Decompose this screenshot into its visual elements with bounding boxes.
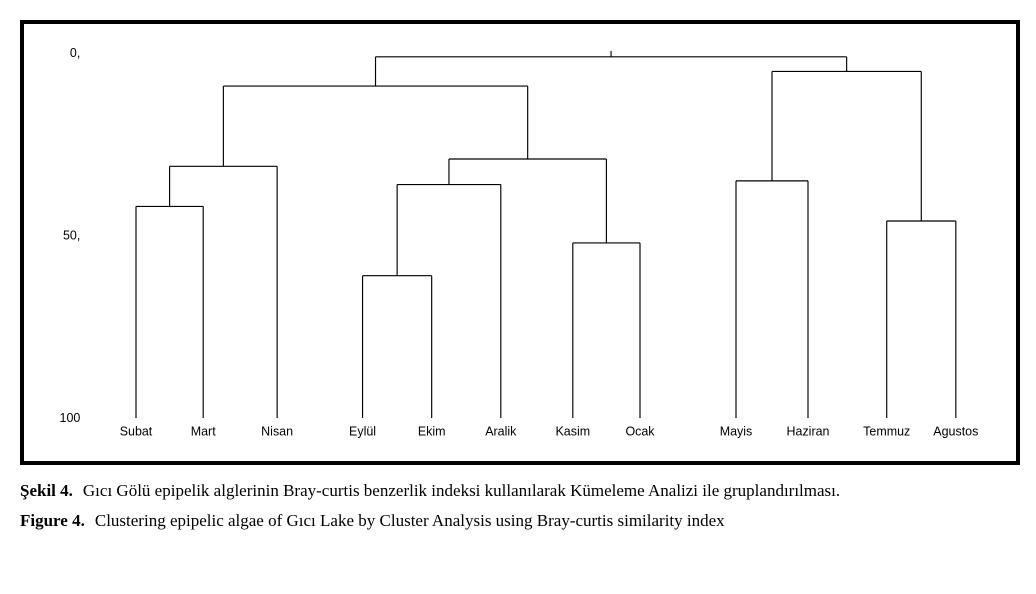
y-tick-label: 50,	[63, 228, 80, 242]
leaf-label: Ocak	[625, 424, 655, 438]
caption-block: Şekil 4. Gıcı Gölü epipelik alglerinin B…	[20, 479, 1020, 534]
leaf-label: Mayis	[720, 424, 753, 438]
y-tick-label: 100	[60, 411, 81, 425]
leaf-label: Aralik	[485, 424, 517, 438]
leaf-label: Nisan	[261, 424, 293, 438]
caption-english: Figure 4. Clustering epipelic algae of G…	[20, 509, 1020, 534]
leaf-label: Mart	[191, 424, 216, 438]
leaf-label: Eylül	[349, 424, 376, 438]
caption-en-label: Figure 4.	[20, 509, 95, 534]
caption-tr-text: Gıcı Gölü epipelik alglerinin Bray-curti…	[83, 479, 1020, 504]
leaf-label: Temmuz	[863, 424, 910, 438]
caption-en-text: Clustering epipelic algae of Gıcı Lake b…	[95, 509, 1020, 534]
dendrogram-svg: 0, 50, 100 Subat Mart Nisan Eylül Ekim Aralik Kas…	[40, 34, 1000, 447]
y-tick-label: 0,	[70, 46, 80, 60]
leaf-label: Subat	[120, 424, 153, 438]
caption-turkish: Şekil 4. Gıcı Gölü epipelik alglerinin B…	[20, 479, 1020, 504]
caption-tr-label: Şekil 4.	[20, 479, 83, 504]
leaf-label: Kasim	[555, 424, 590, 438]
figure-wrapper: 0, 50, 100 Subat Mart Nisan Eylül Ekim Aralik Kas…	[20, 20, 1020, 534]
dendrogram-frame: 0, 50, 100 Subat Mart Nisan Eylül Ekim Aralik Kas…	[20, 20, 1020, 465]
leaf-label: Ekim	[418, 424, 446, 438]
leaf-label: Agustos	[933, 424, 978, 438]
leaf-label: Haziran	[787, 424, 830, 438]
